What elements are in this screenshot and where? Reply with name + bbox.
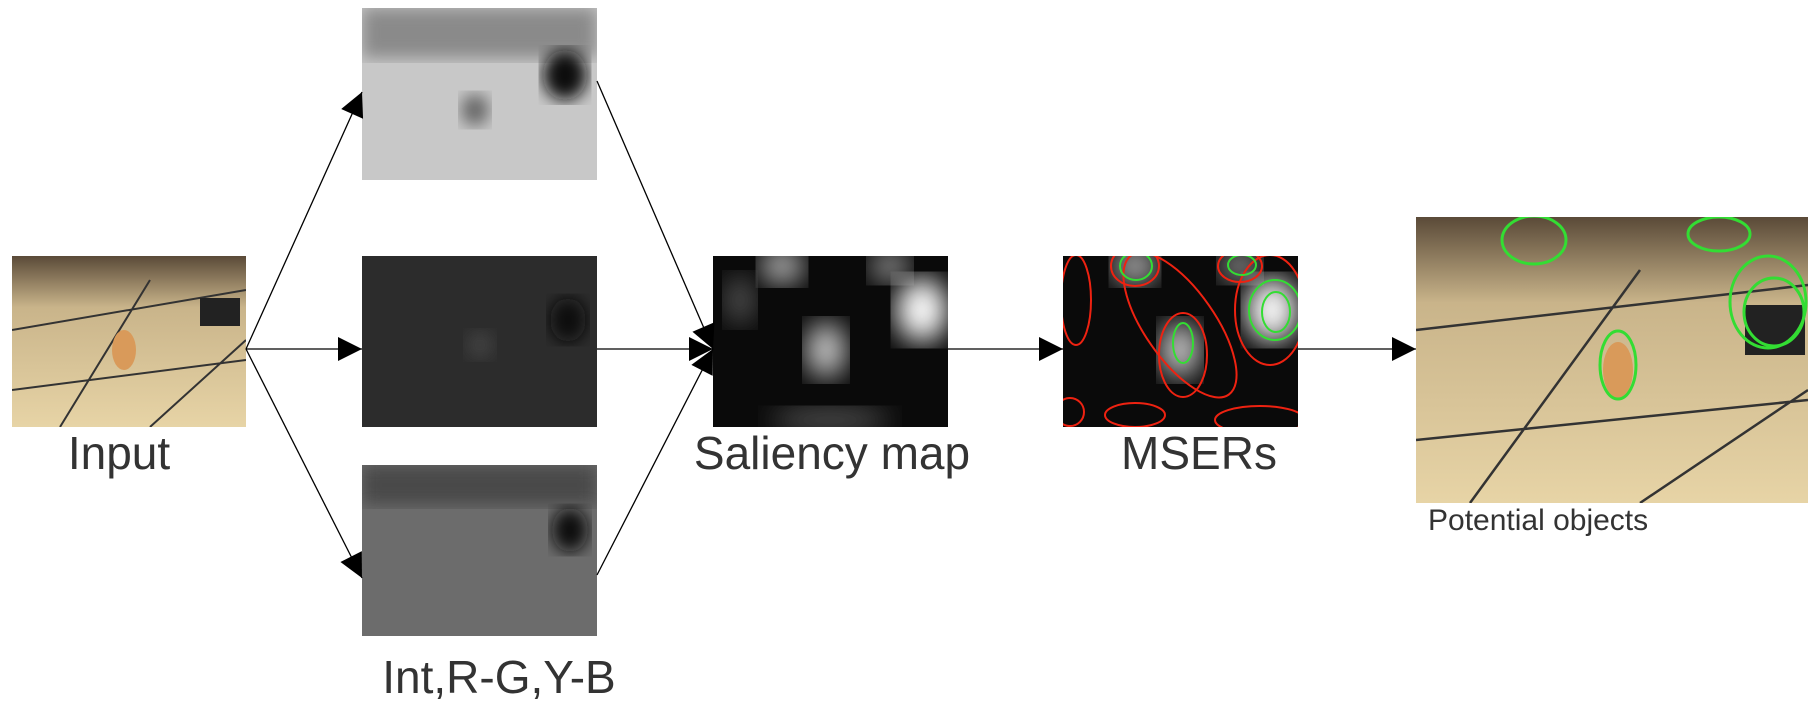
pipeline-diagram: Input Int,R-G,Y-B Saliency map MSERs Pot…	[0, 0, 1808, 704]
rg-map	[362, 256, 597, 427]
msers-label: MSERs	[1121, 427, 1277, 479]
output-label: Potential objects	[1428, 504, 1648, 537]
input-image	[12, 256, 246, 427]
input-label: Input	[68, 427, 171, 479]
saliency-image	[713, 248, 948, 432]
intensity-map	[362, 8, 597, 180]
mser-image	[1056, 235, 1305, 434]
output-image	[1416, 216, 1808, 503]
channels-label: Int,R-G,Y-B	[382, 651, 615, 703]
page: Input Int,R-G,Y-B Saliency map MSERs Pot…	[0, 0, 1808, 704]
saliency-label: Saliency map	[694, 427, 970, 479]
yb-map	[362, 465, 597, 636]
